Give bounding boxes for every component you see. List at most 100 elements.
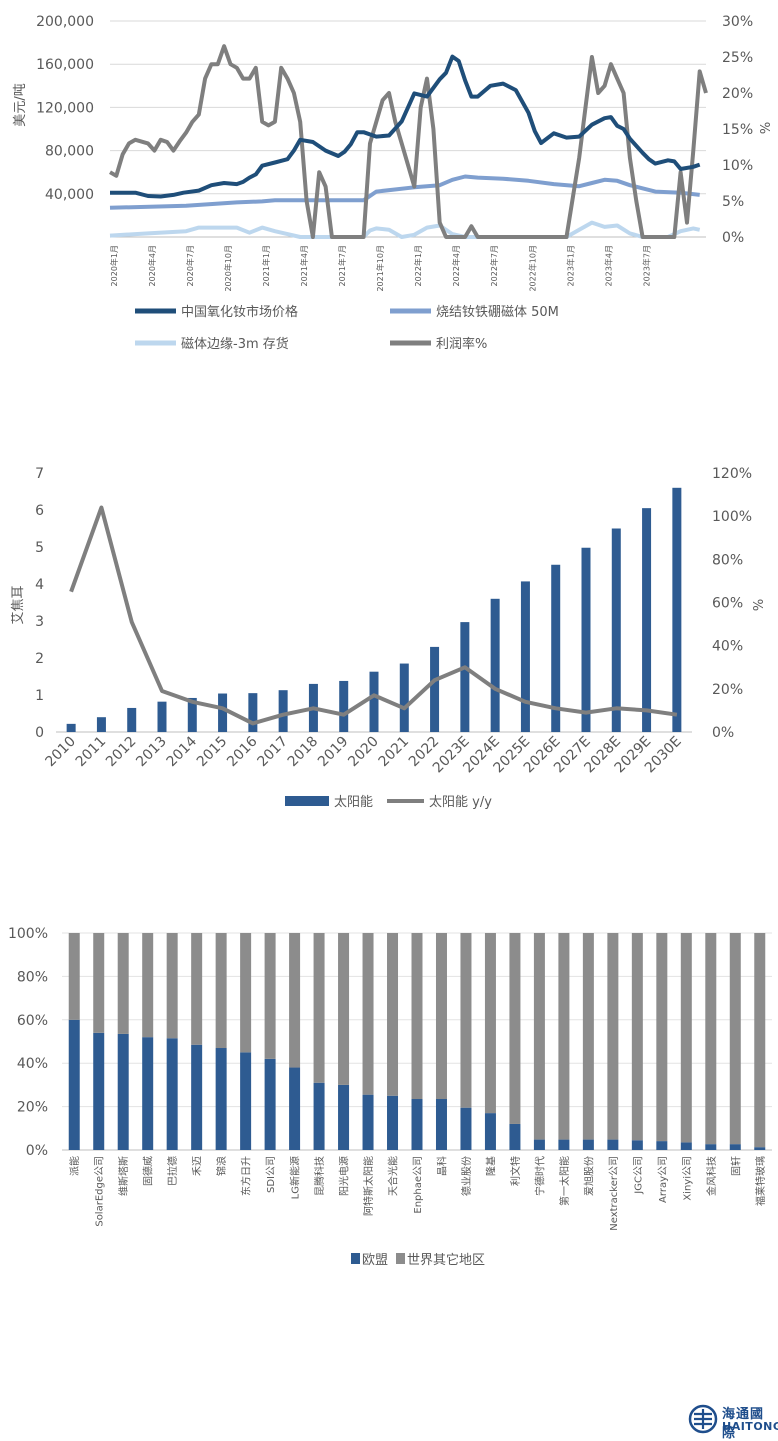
chart2-x-tick-label: 2021 (376, 734, 413, 771)
chart3-x-tick-label: 阳光电源 (338, 1156, 351, 1196)
chart2-x-tick-label: 2016 (224, 733, 261, 770)
chart2-y2-tick-label: 80% (712, 552, 743, 568)
chart2-y2-tick-label: 120% (712, 466, 752, 482)
legend-label-edge: 磁体边缘-3m 存货 (181, 336, 289, 352)
chart2-y2-tick-label: 40% (712, 639, 743, 655)
chart3-bar-rest (754, 933, 766, 1148)
chart3-bar-eu (215, 1048, 227, 1150)
chart3-x-tick-label: Nextracker公司 (609, 1156, 620, 1231)
chart3-bar-rest (338, 933, 350, 1085)
chart3-bar-rest (729, 933, 741, 1145)
chart3-bar-rest (509, 933, 521, 1124)
chart1-x-tick-label: 2022年4月 (451, 245, 461, 286)
chart3-bar-rest (142, 933, 154, 1038)
chart2-bar (642, 508, 652, 732)
chart1-y2-axis-label: % (759, 122, 774, 134)
chart1-y-tick-label: 120,000 (36, 100, 94, 116)
chart1-x-tick-label: 2020年1月 (109, 245, 119, 286)
chart2-bar (187, 697, 197, 732)
chart1-series-line-2 (109, 220, 701, 239)
chart2-bar (672, 487, 682, 732)
chart1-series-line-3 (109, 44, 708, 239)
chart3-bar-eu (387, 1095, 399, 1150)
chart3-bar-rest (631, 933, 643, 1141)
chart3-x-tick-label: 德业股份 (460, 1156, 473, 1196)
chart3-bar-rest (313, 933, 325, 1083)
chart3-x-tick-label: 固轩 (729, 1156, 742, 1176)
chart3-x-tick-label: 利文特 (509, 1156, 522, 1186)
chart2-x-tick-label: 2011 (73, 734, 110, 771)
chart2-x-tick-label: 2010 (42, 734, 79, 771)
chart3-bar-eu (484, 1113, 496, 1150)
legend-label-margin: 利润率% (436, 336, 487, 352)
chart3-y-tick-label: 60% (17, 1013, 48, 1029)
chart1-legend: 中国氧化钕市场价格 烧结钕铁硼磁体 50M 磁体边缘-3m 存货 利润率% (135, 304, 559, 352)
chart3-bar-eu (142, 1037, 154, 1150)
chart2-bar (490, 598, 500, 732)
chart3-bar-rest (705, 933, 717, 1145)
chart2-x-tick-label: 2019 (315, 734, 352, 771)
chart3-bar-eu (705, 1144, 717, 1150)
chart3-bar-eu (754, 1147, 766, 1150)
chart3-bar-eu (656, 1141, 668, 1150)
chart2-y-tick-label: 2 (35, 651, 44, 667)
chart3-x-tick-label: 昆腾科技 (313, 1156, 326, 1196)
legend-label-magnet: 烧结钕铁硼磁体 50M (436, 304, 559, 320)
chart3-x-tick-label: 巴拉德 (166, 1156, 179, 1186)
chart2-y-tick-label: 6 (35, 503, 44, 519)
chart2-y-tick-label: 0 (35, 725, 44, 741)
chart3-legend: 欧盟 世界其它地区 (351, 1252, 485, 1268)
chart3-y-tick-label: 0% (26, 1143, 48, 1159)
chart3-bar-eu (435, 1099, 447, 1150)
chart2-y2-tick-label: 60% (712, 596, 743, 612)
chart3-y-tick-label: 40% (17, 1056, 48, 1072)
chart2-x-tick-label: 2013 (133, 734, 170, 771)
chart1-x-tick-label: 2021年10月 (375, 245, 385, 292)
chart2-x-tick-label: 2012 (103, 734, 140, 771)
chart2-bar (399, 663, 409, 732)
brand-name-en: HAITONG (722, 1420, 778, 1433)
chart2-bar (581, 547, 591, 732)
chart3-x-tick-label: 维斯塔斯 (117, 1156, 130, 1196)
chart2-y-tick-label: 4 (35, 577, 44, 593)
chart2-bar (430, 646, 440, 732)
chart2-x-tick-label: 2014 (164, 733, 201, 770)
chart3-y-tick-label: 100% (8, 926, 48, 942)
chart1-x-ticks: 2020年1月 2020年4月 2020年7月 2020年10月 2021年1月 2021… (109, 245, 652, 292)
chart3-bar-rest (191, 933, 203, 1045)
chart1-x-tick-label: 2020年10月 (223, 245, 233, 292)
chart1-y-tick-label: 160,000 (36, 57, 94, 73)
legend-swatch-rest (396, 1253, 405, 1264)
chart3-x-tick-label: 天合光能 (387, 1156, 400, 1196)
legend-swatch-solar (285, 796, 329, 806)
chart3-bar-eu (460, 1107, 472, 1150)
chart1-x-tick-label: 2021年4月 (299, 245, 309, 286)
legend-label-ndox: 中国氧化钕市场价格 (181, 304, 298, 320)
chart3-x-tick-label: Array公司 (658, 1156, 669, 1203)
chart3-x-tick-label: 隆基 (484, 1156, 497, 1176)
legend-swatch-eu (351, 1253, 360, 1264)
chart3-bar-rest (68, 933, 80, 1020)
chart3-bar-eu (289, 1067, 301, 1150)
brand-name-cn: 海通國際 (722, 1407, 765, 1441)
chart1-y-tick-label: 200,000 (36, 14, 94, 30)
chart3-bar-rest (533, 933, 545, 1140)
chart3-bar-eu (729, 1144, 741, 1150)
chart3-bar-eu (166, 1038, 178, 1150)
eu-revenue-share-chart: 0% 20% 40% 60% 80% 100% 派能 SolarEdge公司 维斯塔斯 固德威巴… (8, 926, 772, 1268)
chart1-y2-tick-label: 0% (722, 230, 744, 246)
chart2-growth-line (69, 505, 678, 726)
legend-label-solar: 太阳能 (334, 795, 373, 810)
chart3-bar-eu (411, 1099, 423, 1150)
chart2-y-tick-label: 1 (35, 688, 44, 704)
chart1-y-tick-label: 80,000 (45, 144, 94, 160)
chart3-x-tick-label: SolarEdge公司 (95, 1156, 106, 1227)
chart3-bar-eu (509, 1123, 521, 1150)
chart2-x-tick-label: 2020 (345, 734, 382, 771)
chart3-bar-rest (582, 933, 594, 1140)
chart3-bar-rest (264, 933, 276, 1059)
chart2-bar (248, 693, 258, 732)
chart2-legend: 太阳能 太阳能 y/y (285, 795, 492, 810)
chart3-x-tick-label: 宁德时代 (533, 1156, 546, 1196)
